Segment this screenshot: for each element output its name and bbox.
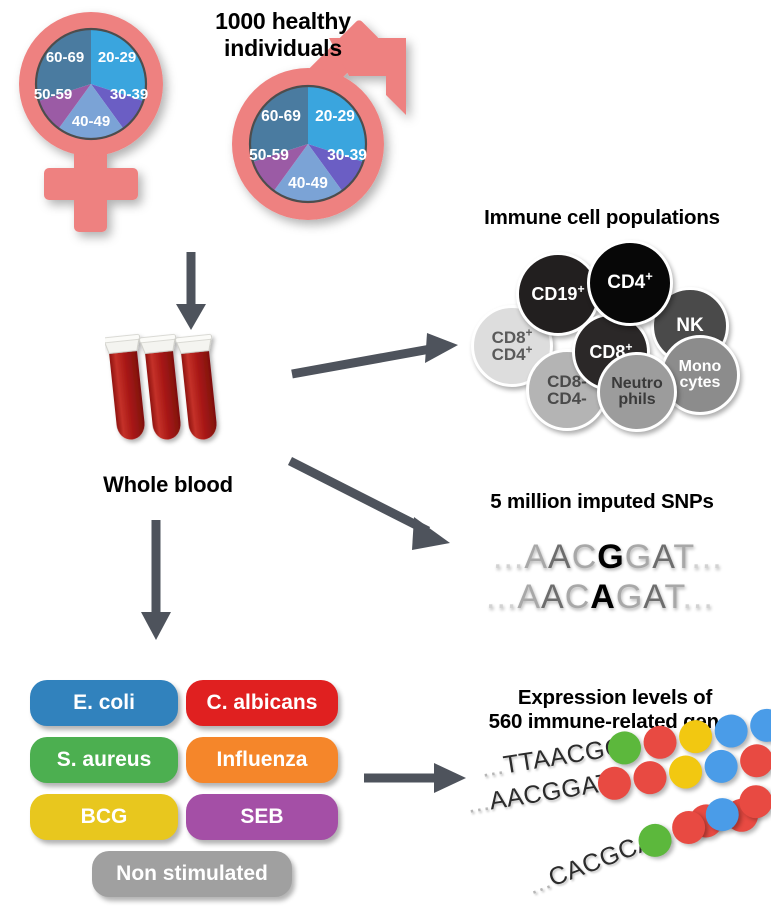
- stimulus-label: SEB: [240, 805, 284, 828]
- snp-sequence-row-1: ...AACGGAT...: [493, 538, 723, 576]
- immune-cell-cluster: CD8+ CD4+ CD19+ CD4+ NK CD8+ CD8- CD4- Neu…: [0, 0, 771, 440]
- male-symbol: 20-29 30-39 40-49 50-59 60-69: [205, 20, 431, 248]
- arrow-blood-to-snps: [287, 456, 450, 550]
- stimulus-box-s-aureus[interactable]: S. aureus: [30, 737, 178, 783]
- snp-variant-1: G: [597, 538, 625, 576]
- arrow-blood-to-stimuli: [141, 520, 171, 640]
- pie-label-60-69: 60-69: [46, 49, 84, 66]
- title-line-1: 1000 healthy: [215, 8, 351, 34]
- blood-tube: [138, 334, 181, 440]
- cell-circle-neutrophils: Neutro phils: [597, 352, 677, 432]
- cell-label: Neutro phils: [611, 374, 663, 408]
- rna-bead: [702, 747, 740, 786]
- snp-prefix: ...: [486, 578, 518, 616]
- pie-label-male-40-49: 40-49: [288, 175, 328, 192]
- title-line-2: individuals: [224, 35, 342, 62]
- rna-bead: [631, 758, 669, 797]
- female-symbol: 20-29 30-39 40-49 50-59 60-69: [8, 12, 238, 240]
- expression-title-line-1: Expression levels of: [517, 686, 713, 709]
- blood-tubes: [102, 330, 235, 475]
- snp-suffix: ...: [691, 538, 723, 576]
- pie-label-male-30-39: 30-39: [327, 147, 367, 164]
- stimulus-label: S. aureus: [56, 748, 152, 771]
- stimulus-label: C. albicans: [206, 691, 318, 714]
- stimulus-box-c-albicans[interactable]: C. albicans: [186, 680, 338, 726]
- cell-label: CD8+ CD4+: [491, 327, 533, 364]
- rna-bead: [737, 741, 771, 780]
- stimulus-box-e-coli[interactable]: E. coli: [30, 680, 178, 726]
- snp-sequence-row-2: ...AACAGAT...: [486, 578, 714, 616]
- cell-label: CD8- CD4-: [547, 371, 587, 408]
- cell-label: CD19+: [531, 281, 585, 304]
- pie-label-40-49: 40-49: [72, 113, 110, 130]
- section-title-expression: Expression levels of 560 immune-related …: [470, 686, 760, 734]
- cell-circle-cd4p: CD4+: [587, 240, 673, 326]
- pie-label-20-29: 20-29: [98, 49, 136, 66]
- pie-label-30-39: 30-39: [110, 86, 148, 103]
- female-age-pie: [34, 27, 148, 141]
- expression-title-line-2: 560 immune-related genes: [488, 710, 742, 734]
- cell-label: CD4+: [607, 268, 653, 294]
- rna-bead: [666, 753, 705, 791]
- pie-label-50-59: 50-59: [34, 86, 72, 103]
- pie-label-male-20-29: 20-29: [315, 108, 355, 125]
- snp-prefix: ...: [493, 538, 525, 576]
- label-whole-blood: Whole blood: [103, 472, 233, 497]
- arrow-stimuli-to-genes: [364, 763, 466, 793]
- cell-label: Mono cytes: [678, 357, 722, 391]
- stimulus-box-influenza[interactable]: Influenza: [186, 737, 338, 783]
- stimulus-box-non-stimulated[interactable]: Non stimulated: [92, 851, 292, 897]
- pie-label-male-60-69: 60-69: [261, 108, 301, 125]
- blood-tube: [174, 334, 217, 440]
- stimulus-label: Non stimulated: [116, 862, 268, 885]
- stimulus-box-seb[interactable]: SEB: [186, 794, 338, 840]
- section-title-immune-cells: Immune cell populations: [484, 206, 720, 229]
- stimulus-label: Influenza: [216, 748, 308, 771]
- stimulus-label: BCG: [80, 805, 128, 828]
- page-title-cohort: 1000 healthy individuals: [178, 8, 388, 62]
- blood-tube: [102, 334, 145, 440]
- pie-label-male-50-59: 50-59: [249, 147, 289, 164]
- stimulus-label: E. coli: [73, 691, 135, 714]
- section-title-snps: 5 million imputed SNPs: [490, 490, 714, 513]
- snp-suffix: ...: [682, 578, 714, 616]
- male-age-pie: [248, 84, 368, 204]
- snp-variant-2: A: [590, 578, 616, 616]
- arrow-cohort-to-blood: [176, 252, 206, 330]
- arrow-blood-to-immune: [291, 333, 458, 379]
- stimulus-box-bcg[interactable]: BCG: [30, 794, 178, 840]
- cell-circle-cd19p: CD19+: [516, 252, 600, 336]
- cell-label: NK: [676, 315, 704, 337]
